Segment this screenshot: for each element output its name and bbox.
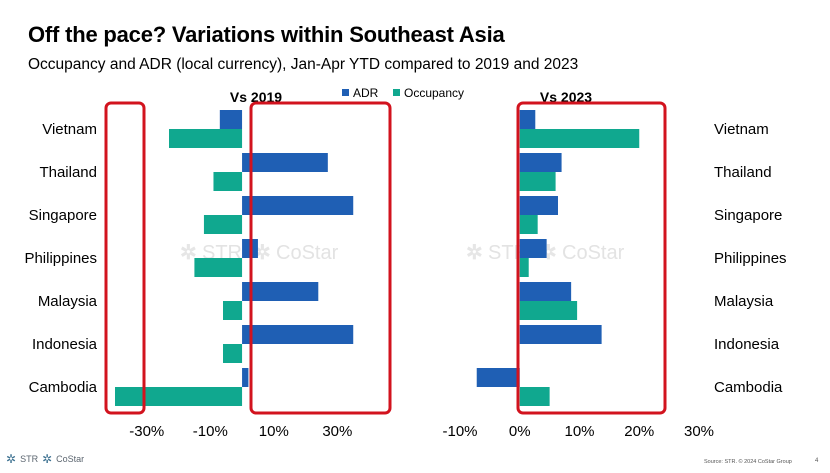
bar-occupancy [115, 387, 243, 406]
watermark-icon: ✲ [254, 242, 271, 264]
legend-swatch-adr [342, 89, 349, 96]
bar-occupancy [519, 129, 640, 148]
bar-adr [519, 239, 547, 258]
category-label: Indonesia [714, 336, 780, 353]
bar-adr [519, 153, 562, 172]
bar-adr [519, 325, 602, 344]
bar-adr [219, 110, 243, 129]
legend-label-adr: ADR [353, 86, 379, 100]
bar-occupancy [519, 215, 538, 234]
panel-title: Vs 2023 [540, 89, 592, 105]
bar-occupancy [519, 387, 550, 406]
category-label: Philippines [714, 250, 787, 267]
footer-logo-str: STR [20, 454, 39, 464]
category-label: Thailand [39, 164, 97, 181]
bar-adr [242, 282, 319, 301]
bar-adr [242, 153, 328, 172]
category-label: Indonesia [32, 336, 98, 353]
bar-occupancy [223, 344, 243, 363]
highlight-box [516, 101, 667, 415]
category-label: Cambodia [29, 379, 98, 396]
watermark-icon: ✲ [180, 242, 197, 264]
highlight-box [249, 101, 392, 415]
bar-adr [242, 325, 354, 344]
bar-occupancy [519, 172, 556, 191]
x-tick-label: -10% [442, 423, 477, 440]
x-tick-label: 10% [564, 423, 594, 440]
footer-logo: ✲ STR ✲ CoStar [6, 452, 84, 466]
category-label: Cambodia [714, 379, 783, 396]
x-tick-label: 30% [684, 423, 714, 440]
x-tick-label: 20% [624, 423, 654, 440]
highlight-box [104, 101, 146, 415]
watermark-costar: CoStar [562, 242, 625, 264]
bar-occupancy [519, 258, 529, 277]
bar-occupancy [203, 215, 243, 234]
category-label: Malaysia [714, 293, 774, 310]
category-label: Singapore [29, 207, 97, 224]
category-label: Vietnam [714, 121, 769, 138]
source-note: Source: STR. © 2024 CoStar Group [704, 459, 792, 465]
str-gear-icon: ✲ [6, 452, 17, 466]
page-subtitle: Occupancy and ADR (local currency), Jan-… [28, 56, 579, 73]
x-tick-label: 30% [322, 423, 352, 440]
x-tick-label: 0% [509, 423, 531, 440]
x-tick-label: -10% [193, 423, 228, 440]
category-label: Malaysia [38, 293, 98, 310]
footer-logo-costar: CoStar [56, 454, 85, 464]
category-label: Thailand [714, 164, 772, 181]
bar-adr [519, 282, 572, 301]
bar-occupancy [223, 301, 243, 320]
panel-title: Vs 2019 [230, 89, 282, 105]
watermark-costar: CoStar [276, 242, 339, 264]
bar-adr [519, 110, 536, 129]
category-label: Singapore [714, 207, 782, 224]
category-label: Vietnam [42, 121, 97, 138]
bar-adr [242, 368, 249, 387]
watermark-icon: ✲ [466, 242, 483, 264]
page-number: 4 [815, 458, 819, 464]
x-tick-label: 10% [259, 423, 289, 440]
page-title: Off the pace? Variations within Southeas… [28, 22, 505, 47]
bar-adr [476, 368, 520, 387]
bar-occupancy [169, 129, 243, 148]
bar-adr [519, 196, 558, 215]
bar-occupancy [213, 172, 243, 191]
bar-occupancy [519, 301, 578, 320]
legend-swatch-occupancy [393, 89, 400, 96]
bar-adr [242, 196, 354, 215]
bar-occupancy [194, 258, 243, 277]
legend-label-occupancy: Occupancy [404, 86, 464, 100]
x-tick-label: -30% [129, 423, 164, 440]
costar-gear-icon: ✲ [42, 452, 53, 466]
category-label: Philippines [24, 250, 97, 267]
